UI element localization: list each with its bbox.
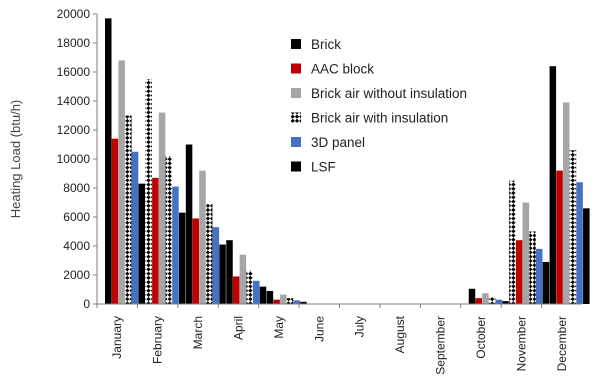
bar-lsf-january	[138, 183, 145, 304]
x-tick-label: May	[272, 316, 286, 339]
bar-3d-panel-march	[212, 227, 220, 304]
bars	[105, 18, 590, 305]
y-tick-label: 2000	[63, 268, 90, 282]
bar-brick-air-with-insulation-march	[205, 203, 213, 304]
bar-3d-panel-april	[253, 280, 260, 304]
legend-swatch	[291, 63, 301, 74]
x-tick-label: January	[110, 316, 124, 359]
bar-brick-air-without-insulation-november	[522, 202, 530, 304]
x-axis-ticks: January February March April May June July Augu…	[96, 304, 569, 375]
bar-brick-march	[185, 144, 193, 304]
y-tick-label: 6000	[63, 210, 90, 224]
bar-aac-block-december	[556, 170, 563, 304]
bar-aac-block-march	[192, 218, 200, 304]
bar-3d-panel-october	[495, 299, 503, 304]
y-tick-label: 12000	[57, 123, 91, 137]
legend-label: Brick air without insulation	[311, 86, 467, 101]
bar-brick-air-without-insulation-may	[280, 294, 287, 304]
bar-brick-air-without-insulation-april	[239, 254, 247, 304]
bar-brick-air-with-insulation-february	[165, 156, 173, 304]
y-tick-label: 0	[83, 297, 90, 311]
bar-3d-panel-january	[131, 151, 139, 304]
x-tick-label: July	[353, 316, 367, 337]
y-tick-label: 20000	[57, 7, 91, 21]
bar-lsf-october	[502, 301, 509, 304]
legend-label: Brick	[311, 37, 341, 52]
bar-unlabeled-november	[509, 180, 516, 304]
bar-3d-panel-december	[576, 182, 583, 304]
x-tick-label: April	[231, 316, 245, 340]
x-tick-label: March	[191, 316, 205, 349]
bar-lsf-march	[219, 244, 226, 304]
legend-swatch	[291, 112, 301, 123]
bar-3d-panel-november	[535, 248, 543, 304]
bar-brick-october	[468, 288, 476, 304]
bar-brick-air-with-insulation-december	[569, 150, 577, 304]
bar-aac-block-november	[515, 240, 523, 304]
legend-swatch	[291, 39, 301, 49]
bar-brick-air-without-insulation-march	[199, 170, 206, 304]
bar-3d-panel-february	[172, 186, 179, 304]
bar-lsf-april	[259, 286, 267, 304]
x-tick-label: September	[434, 316, 448, 375]
bar-unlabeled-february	[145, 79, 152, 304]
bar-brick-air-with-insulation-april	[246, 270, 253, 304]
y-tick-label: 8000	[63, 181, 90, 195]
legend-label: Brick air with insulation	[311, 111, 448, 126]
bar-lsf-december	[583, 208, 590, 304]
bar-brick-air-with-insulation-november	[529, 231, 536, 304]
x-tick-label: October	[474, 316, 488, 359]
bar-brick-air-with-insulation-october	[488, 297, 496, 304]
legend-swatch	[291, 137, 301, 147]
bar-lsf-november	[542, 261, 550, 304]
bar-brick-january	[105, 18, 112, 304]
bar-brick-air-without-insulation-january	[118, 60, 125, 305]
bar-aac-block-february	[152, 177, 159, 304]
bar-aac-block-october	[475, 298, 482, 304]
bar-brick-air-with-insulation-january	[125, 115, 132, 304]
bar-brick-may	[266, 290, 274, 304]
y-axis-ticks: 0 2000 4000 6000 8000 10000 12000 14000 16000 180…	[57, 7, 97, 311]
bar-brick-december	[549, 66, 557, 304]
legend: Brick AAC block Brick air without insulati…	[291, 37, 467, 175]
x-tick-label: December	[555, 316, 569, 371]
bar-aac-block-may	[273, 299, 280, 304]
bar-aac-block-january	[111, 138, 119, 304]
legend-swatch	[291, 161, 301, 172]
legend-label: 3D panel	[311, 135, 365, 150]
x-tick-label: February	[151, 316, 165, 364]
y-tick-label: 14000	[57, 94, 91, 108]
legend-label: LSF	[311, 160, 336, 175]
bar-brick-air-without-insulation-february	[158, 112, 166, 304]
x-tick-label: November	[514, 316, 528, 371]
bar-brick-air-without-insulation-october	[482, 293, 489, 305]
bar-brick-air-without-insulation-december	[562, 102, 570, 304]
legend-swatch	[291, 88, 301, 98]
y-axis-title: Heating Load (btu/h)	[8, 100, 23, 219]
bar-brick-april	[226, 240, 233, 304]
bar-aac-block-april	[232, 276, 240, 304]
x-tick-label: June	[312, 316, 326, 342]
y-tick-label: 16000	[57, 65, 91, 79]
legend-label: AAC block	[311, 62, 374, 77]
x-tick-label: August	[393, 315, 407, 353]
bar-lsf-february	[178, 212, 186, 304]
bar-3d-panel-may	[293, 300, 300, 305]
y-tick-label: 10000	[57, 152, 91, 166]
y-tick-label: 18000	[57, 36, 91, 50]
y-tick-label: 4000	[63, 239, 90, 253]
bar-brick-air-with-insulation-may	[286, 298, 294, 304]
bar-lsf-may	[300, 301, 307, 304]
